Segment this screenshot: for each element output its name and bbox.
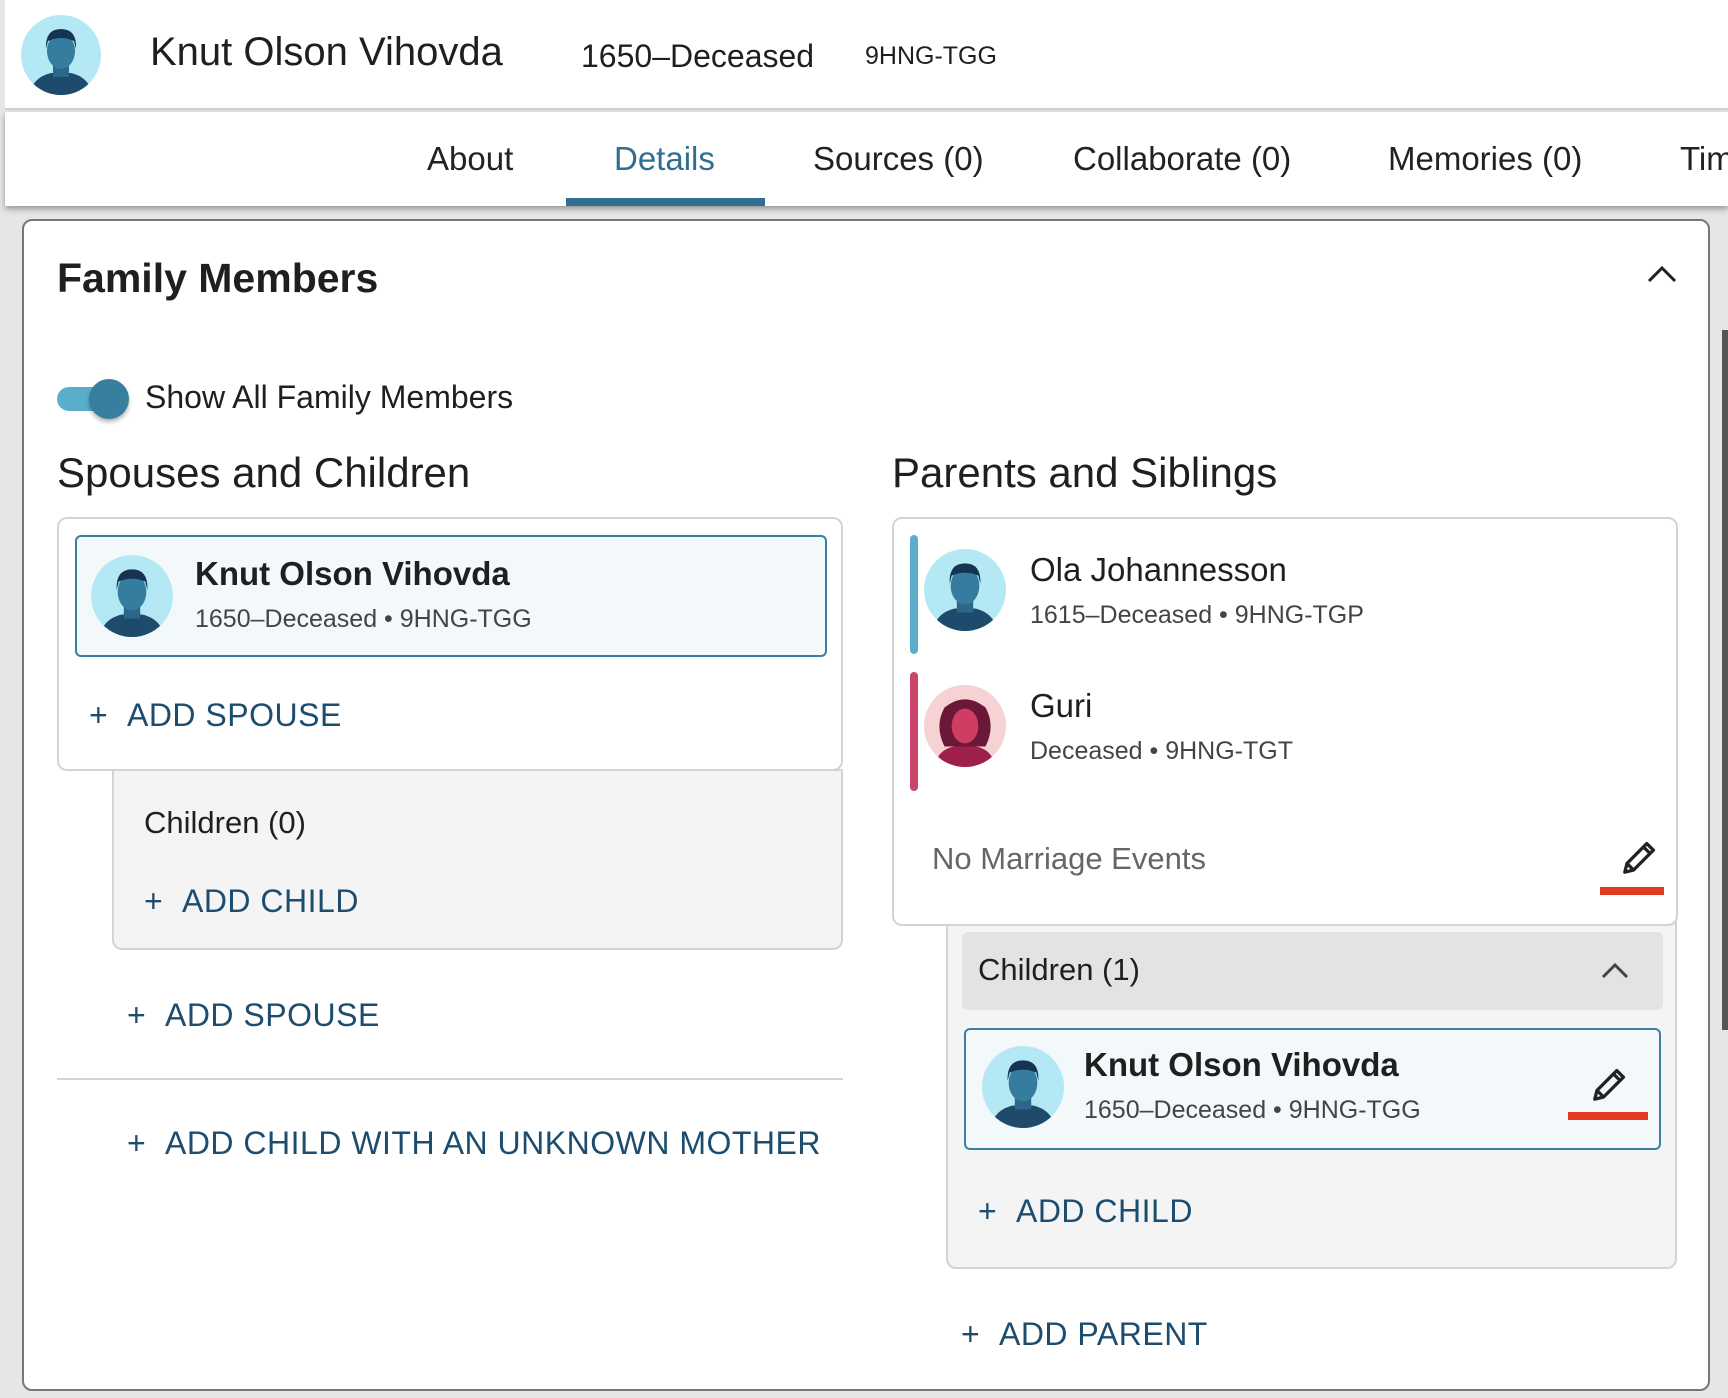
plus-icon: + bbox=[89, 697, 127, 733]
male-avatar-icon bbox=[91, 555, 173, 637]
toggle-label: Show All Family Members bbox=[145, 379, 514, 415]
plus-icon: + bbox=[961, 1316, 999, 1352]
show-all-toggle[interactable] bbox=[57, 379, 129, 419]
person-card[interactable]: Knut Olson Vihovda 1650–Deceased • 9HNG-… bbox=[75, 535, 827, 657]
male-avatar-icon bbox=[924, 549, 1006, 631]
children-label: Children (1) bbox=[978, 952, 1140, 987]
tab-details[interactable]: Details bbox=[614, 140, 715, 177]
plus-icon: + bbox=[978, 1193, 1016, 1229]
parents-children-box: Children (1) Knut Olson Vihovda 1650–Dec… bbox=[946, 921, 1677, 1269]
father-name[interactable]: Ola Johannesson bbox=[1030, 551, 1287, 588]
plus-icon: + bbox=[144, 883, 182, 919]
mother-indicator bbox=[910, 672, 918, 791]
scrollbar[interactable] bbox=[1722, 330, 1728, 1030]
family-members-card: Family Members Show All Family Members S… bbox=[22, 219, 1710, 1391]
person-meta: 1650–Deceased • 9HNG-TGG bbox=[195, 605, 532, 633]
person-header: Knut Olson Vihovda 1650–Deceased 9HNG-TG… bbox=[5, 0, 1728, 110]
father-meta: 1615–Deceased • 9HNG-TGP bbox=[1030, 601, 1364, 629]
plus-icon: + bbox=[127, 997, 165, 1033]
tab-memories[interactable]: Memories (0) bbox=[1388, 140, 1583, 177]
child-meta: 1650–Deceased • 9HNG-TGG bbox=[1084, 1096, 1421, 1124]
person-id: 9HNG-TGG bbox=[865, 42, 997, 70]
highlight-underline bbox=[1568, 1112, 1648, 1120]
plus-icon: + bbox=[127, 1125, 165, 1161]
spouse-family-box: Knut Olson Vihovda 1650–Deceased • 9HNG-… bbox=[57, 517, 843, 771]
edit-pencil-icon[interactable] bbox=[1616, 837, 1660, 881]
section-title: Family Members bbox=[57, 255, 379, 301]
add-spouse-button-2[interactable]: + ADD SPOUSE bbox=[127, 997, 380, 1033]
divider bbox=[57, 1078, 843, 1080]
marriage-events: No Marriage Events bbox=[932, 841, 1206, 876]
person-name: Knut Olson Vihovda bbox=[150, 30, 503, 74]
edit-pencil-icon[interactable] bbox=[1586, 1064, 1630, 1108]
highlight-underline bbox=[1600, 887, 1664, 895]
parents-title: Parents and Siblings bbox=[892, 449, 1278, 496]
father-indicator bbox=[910, 535, 918, 654]
children-label: Children (0) bbox=[144, 805, 306, 840]
mother-name[interactable]: Guri bbox=[1030, 687, 1093, 724]
add-child-button[interactable]: + ADD CHILD bbox=[978, 1193, 1193, 1229]
spouses-title: Spouses and Children bbox=[57, 449, 471, 496]
tab-collaborate[interactable]: Collaborate (0) bbox=[1073, 140, 1292, 177]
active-tab-indicator bbox=[566, 198, 765, 206]
male-avatar-icon bbox=[982, 1046, 1064, 1128]
person-avatar bbox=[21, 15, 101, 95]
add-child-button[interactable]: + ADD CHILD bbox=[144, 883, 359, 919]
tab-time[interactable]: Tim bbox=[1680, 140, 1728, 177]
tab-sources[interactable]: Sources (0) bbox=[813, 140, 984, 177]
collapse-chevron-up-icon[interactable] bbox=[1646, 263, 1678, 285]
person-name: Knut Olson Vihovda bbox=[195, 555, 510, 592]
tab-about[interactable]: About bbox=[427, 140, 514, 177]
tab-bar: About Details Sources (0) Collaborate (0… bbox=[5, 112, 1728, 206]
person-lifespan: 1650–Deceased bbox=[581, 38, 815, 74]
child-name: Knut Olson Vihovda bbox=[1084, 1046, 1399, 1083]
parents-box: Ola Johannesson 1615–Deceased • 9HNG-TGP… bbox=[892, 517, 1678, 926]
child-card[interactable]: Knut Olson Vihovda 1650–Deceased • 9HNG-… bbox=[964, 1028, 1661, 1150]
children-box: Children (0) + ADD CHILD bbox=[112, 769, 843, 950]
chevron-up-icon[interactable] bbox=[1600, 960, 1630, 980]
add-child-unknown-mother-button[interactable]: + ADD CHILD WITH AN UNKNOWN MOTHER bbox=[127, 1125, 821, 1161]
add-spouse-button[interactable]: + ADD SPOUSE bbox=[89, 697, 342, 733]
mother-meta: Deceased • 9HNG-TGT bbox=[1030, 737, 1293, 765]
add-parent-button[interactable]: + ADD PARENT bbox=[961, 1316, 1208, 1352]
children-header[interactable]: Children (1) bbox=[962, 932, 1663, 1010]
female-avatar-icon bbox=[924, 685, 1006, 767]
